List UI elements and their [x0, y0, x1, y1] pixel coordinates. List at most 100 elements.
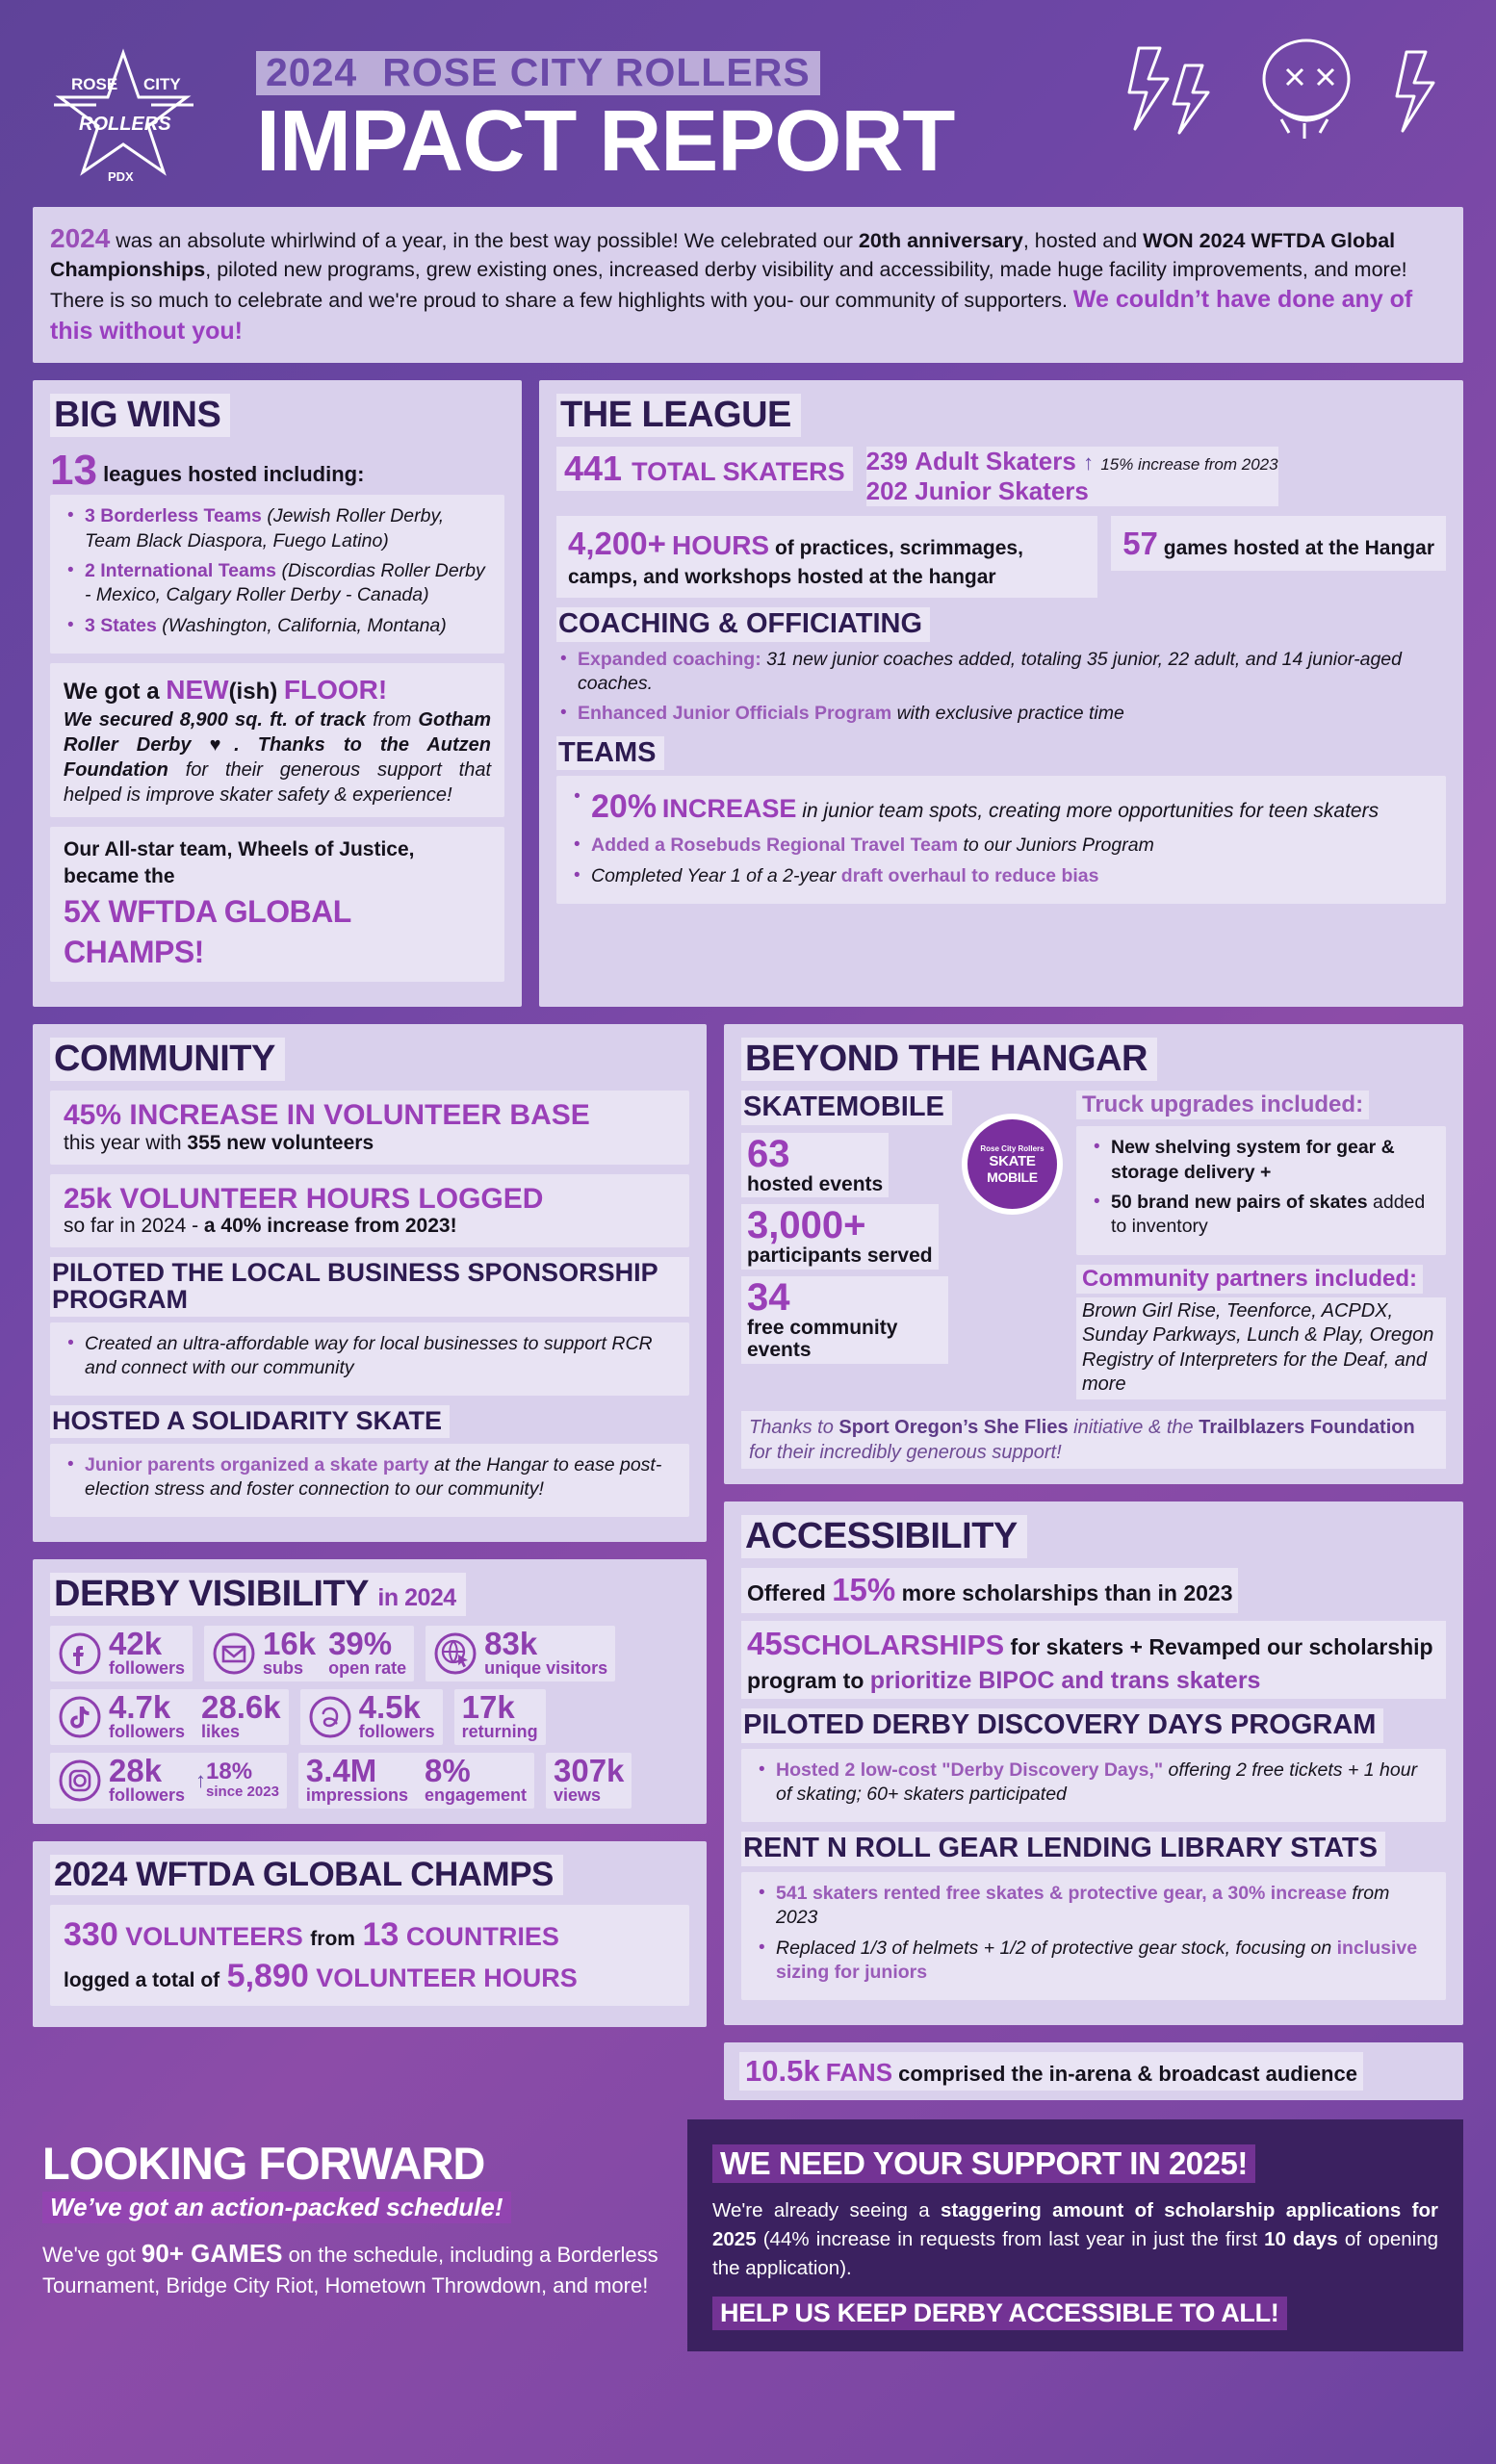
badge-line-1: Rose City Rollers [980, 1143, 1045, 1153]
solidarity-title: HOSTED A SOLIDARITY SKATE [50, 1405, 451, 1438]
kicker-org: ROSE CITY ROLLERS [382, 50, 811, 95]
wftda-champs-title: 2024 WFTDA GLOBAL CHAMPS [50, 1855, 563, 1896]
derby-visibility-row: 28k followers ↑ 18% since 2023 3.4M impress… [50, 1753, 689, 1810]
the-league-title: THE LEAGUE [556, 394, 801, 438]
volunteer-base-sub-a: this year with [64, 1131, 188, 1154]
leagues-hosted-number: 13 [50, 447, 97, 495]
wftda-volunteers-word: VOLUNTEERS [125, 1922, 303, 1952]
community-partners-title: Community partners included: [1076, 1264, 1424, 1294]
sp-end: of opening the application). [712, 2228, 1439, 2279]
games-rest: games hosted at the Hangar [1157, 536, 1434, 559]
returning-visitors-stat: 17k returning [453, 1689, 546, 1746]
stat-label: followers [109, 1722, 186, 1742]
leagues-hosted-text: leagues hosted including: [96, 462, 365, 487]
truck-upgrades-title: Truck upgrades included: [1076, 1091, 1370, 1120]
badge-line-2: SKATE [989, 1152, 1036, 1169]
list-item: Junior parents organized a skate party a… [64, 1453, 676, 1502]
scholarships-rest: for skaters + Revamped our scholarship p… [747, 1633, 1433, 1693]
teams-title: TEAMS [556, 735, 664, 771]
bullet-rest: offering 2 free tickets + 1 hour of skat… [776, 1758, 1418, 1806]
sp-b1: staggering amount of scholarship applica… [712, 2199, 1439, 2251]
report-footer: LOOKING FORWARD We’ve got an action-pack… [0, 2119, 1496, 2351]
intro-closing: We couldn’t have done any of this withou… [50, 285, 1413, 346]
floor-body-rest: for their generous support that helped i… [64, 759, 491, 807]
bullet-rest: 31 new junior coaches added, totaling 35… [578, 648, 1402, 694]
intro-section: 2024 was an absolute whirlwind of a year… [0, 207, 1496, 364]
lf-pre: We've got [42, 2243, 142, 2268]
stat-label: open rate [328, 1658, 407, 1679]
svg-text:ROSE: ROSE [71, 75, 117, 93]
allstar-champs-card: Our All-star team, Wheels of Justice, be… [50, 827, 504, 983]
stat-number: 17k [461, 1689, 515, 1726]
skatemobile-title: SKATEMOBILE [741, 1091, 952, 1125]
tiktok-stat: 4.7k followers 28.6k likes [50, 1689, 289, 1746]
impressions-stat: 3.4M impressions 8% engagement [297, 1753, 534, 1810]
floor-heading-ish: (ish) [228, 679, 278, 706]
bullet-accent: draft overhaul to reduce bias [836, 864, 1099, 886]
scholarships-accent: prioritize BIPOC and trans skaters [869, 1666, 1261, 1694]
stat-label: engagement [424, 1785, 527, 1806]
beyond-hangar-panel: BEYOND THE HANGAR SKATEMOBILE 63 hosted … [724, 1024, 1463, 1484]
stat-label: views [554, 1785, 602, 1806]
scholarships-word: SCHOLARSHIPS [782, 1630, 1005, 1661]
bullet-rest: (Washington, California, Montana) [156, 614, 447, 636]
junior-skaters-number: 202 [865, 476, 908, 505]
up-arrow-icon: ↑ [195, 1768, 207, 1793]
floor-heading-new: NEW [166, 675, 229, 706]
skatemobile-stat: 34 free community events [741, 1275, 948, 1364]
offered-rest: more scholarships than in 2023 [895, 1579, 1233, 1605]
stat-number: 4.5k [358, 1689, 421, 1726]
stat-label: participants served [747, 1245, 933, 1268]
stat-label: likes [201, 1722, 241, 1742]
adult-skaters-label: Adult Skaters [915, 447, 1076, 476]
bullet-accent: Added a Rosebuds Regional Travel Team [591, 834, 959, 857]
wftda-from: from [310, 1928, 355, 1951]
games-hosted-stat: 57 games hosted at the Hangar [1111, 515, 1446, 571]
wftda-champs-panel: 2024 WFTDA GLOBAL CHAMPS 330 VOLUNTEERS … [33, 1841, 707, 2028]
big-wins-bullets-card: 3 Borderless Teams (Jewish Roller Derby,… [50, 495, 504, 654]
hours-word: HOURS [671, 529, 770, 560]
community-partners-text: Brown Girl Rise, Teenforce, ACPDX, Sunda… [1076, 1296, 1446, 1399]
wftda-hours-number: 5,890 [226, 1957, 309, 1994]
list-item: 2 International Teams (Discordias Roller… [64, 559, 491, 608]
looking-forward-block: LOOKING FORWARD We’ve got an action-pack… [33, 2119, 687, 2350]
stat-label: followers [109, 1658, 186, 1679]
list-item: 3 Borderless Teams (Jewish Roller Derby,… [64, 504, 491, 553]
intro-bold-anniversary: 20th anniversary [858, 229, 1023, 252]
lightning-skull-art [1125, 37, 1443, 142]
fans-number: 10.5k [745, 2054, 820, 2089]
email-icon [212, 1631, 256, 1676]
floor-heading-floor: FLOOR! [283, 675, 388, 706]
derby-visibility-title: DERBY VISIBILITY in 2024 [50, 1573, 466, 1617]
volunteer-base-stat: 45% INCREASE IN VOLUNTEER BASE [64, 1099, 590, 1132]
floor-heading-a: We got a [64, 679, 167, 706]
accessibility-title: ACCESSIBILITY [741, 1514, 1027, 1558]
new-floor-heading: We got a NEW(ish) FLOOR! [64, 673, 491, 707]
new-floor-card: We got a NEW(ish) FLOOR! We secured 8,90… [50, 663, 504, 818]
total-skaters-label: TOTAL SKATERS [632, 457, 845, 487]
derby-visibility-row: 42k followers 16k subs 39% open rate 83k uni… [50, 1626, 689, 1682]
fans-panel: 10.5k FANS comprised the in-arena & broa… [724, 2042, 1463, 2101]
stat-label: subs [263, 1658, 304, 1679]
teams-increase-word: INCREASE [661, 794, 797, 824]
instagram-icon [58, 1758, 102, 1803]
facebook-stat: 42k followers [50, 1626, 193, 1682]
threads-icon [308, 1695, 352, 1739]
svg-text:ROLLERS: ROLLERS [79, 114, 171, 135]
adult-skaters-row: 239 Adult Skaters ↑ 15% increase from 20… [865, 447, 1278, 476]
email-subs-stat: 16k subs 39% open rate [204, 1626, 415, 1682]
bullet-accent: 3 States [85, 614, 157, 636]
threads-stat: 4.5k followers [299, 1689, 443, 1746]
coaching-title: COACHING & OFFICIATING [556, 607, 931, 642]
total-skaters-stat: 441 TOTAL SKATERS [556, 447, 853, 492]
bullet-accent: 50 brand new pairs of skates [1111, 1191, 1368, 1213]
sponsorship-block: PILOTED THE LOCAL BUSINESS SPONSORSHIP P… [50, 1257, 689, 1397]
up-arrow-icon: ↑ [1083, 450, 1095, 475]
bullet-rest: added to inventory [1111, 1191, 1426, 1238]
stat-label: followers [109, 1785, 186, 1806]
stat-label: free community events [747, 1316, 898, 1362]
derby-discovery-block: PILOTED DERBY DISCOVERY DAYS PROGRAM Hos… [741, 1708, 1446, 1823]
beyond-hangar-title: BEYOND THE HANGAR [741, 1038, 1157, 1082]
thanks-c: initiative & the [1068, 1416, 1199, 1438]
